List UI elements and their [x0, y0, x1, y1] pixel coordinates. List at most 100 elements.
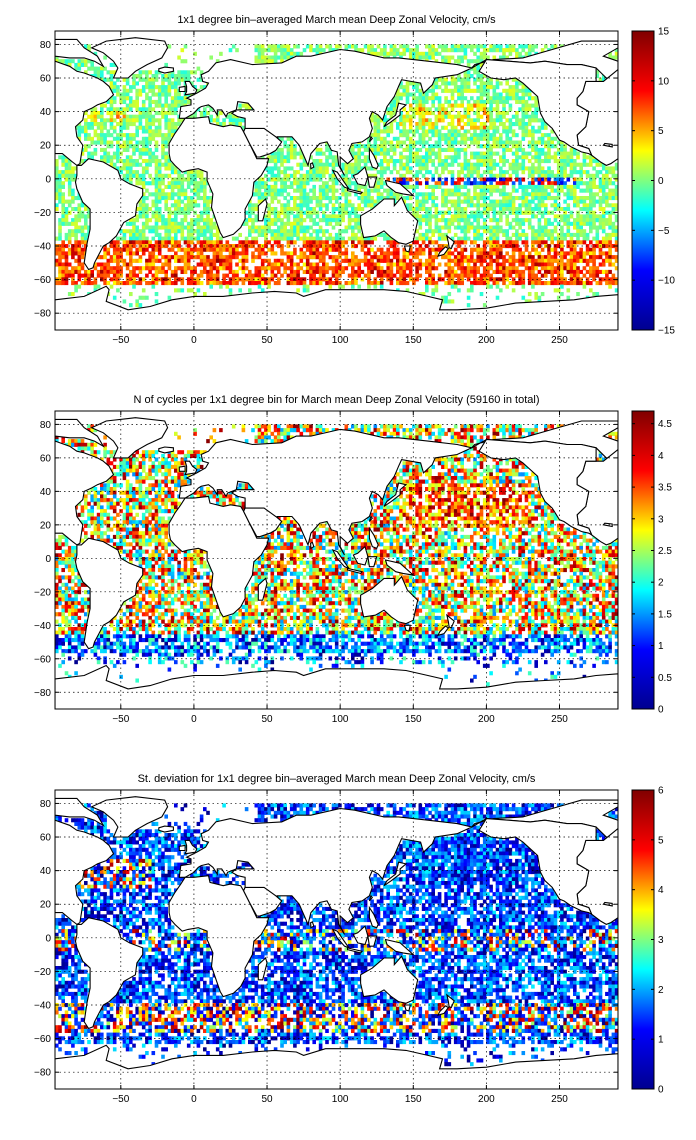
data-cell — [157, 236, 162, 241]
data-cell — [84, 232, 88, 237]
data-cell — [531, 114, 535, 119]
data-cell — [215, 114, 220, 119]
data-cell — [463, 236, 468, 241]
data-cell — [129, 269, 133, 274]
data-cell — [109, 122, 114, 127]
data-cell — [531, 255, 535, 260]
data-cell — [508, 262, 513, 267]
data-cell — [344, 225, 349, 230]
data-cell — [508, 136, 513, 141]
data-cell — [608, 181, 612, 186]
data-cell — [531, 258, 535, 263]
data-cell — [170, 255, 175, 260]
data-cell — [412, 133, 416, 138]
data-cell — [351, 144, 355, 149]
data-cell — [457, 258, 461, 263]
data-cell — [277, 199, 281, 204]
data-cell — [58, 184, 62, 189]
data-cell — [309, 225, 313, 230]
data-cell — [537, 225, 542, 230]
data-cell — [289, 269, 294, 274]
data-cell — [196, 181, 201, 186]
data-cell — [418, 133, 423, 138]
data-cell — [151, 129, 156, 134]
data-cell — [341, 207, 345, 212]
data-cell — [351, 225, 355, 230]
data-cell — [293, 269, 297, 274]
data-cell — [164, 192, 168, 197]
data-cell — [386, 192, 390, 197]
data-cell — [431, 85, 435, 90]
data-cell — [537, 147, 542, 152]
data-cell — [257, 251, 262, 256]
data-cell — [563, 251, 567, 256]
data-cell — [186, 199, 191, 204]
data-cell — [129, 229, 133, 234]
data-cell — [482, 48, 487, 53]
data-cell — [518, 144, 522, 149]
data-cell — [122, 77, 127, 82]
data-cell — [260, 59, 265, 64]
data-cell — [132, 103, 136, 108]
data-cell — [556, 151, 561, 156]
data-cell — [547, 221, 551, 226]
data-cell — [534, 258, 538, 263]
data-cell — [585, 236, 590, 241]
data-cell — [228, 255, 233, 260]
data-cell — [357, 269, 361, 274]
data-cell — [476, 181, 480, 186]
data-cell — [154, 244, 159, 249]
data-cell — [199, 114, 204, 119]
data-cell — [531, 196, 535, 201]
data-cell — [569, 188, 574, 193]
data-cell — [566, 173, 571, 178]
data-cell — [479, 236, 484, 241]
data-cell — [280, 59, 284, 64]
data-cell — [132, 244, 136, 249]
data-cell — [196, 107, 201, 112]
data-cell — [556, 232, 561, 237]
data-cell — [154, 129, 159, 134]
data-cell — [331, 247, 336, 252]
data-cell — [457, 207, 461, 212]
data-cell — [527, 199, 532, 204]
data-cell — [161, 192, 165, 197]
data-cell — [363, 188, 368, 193]
data-cell — [601, 262, 606, 267]
data-cell — [74, 266, 78, 271]
data-cell — [77, 207, 82, 212]
data-cell — [196, 188, 201, 193]
data-cell — [537, 140, 542, 145]
data-cell — [547, 170, 551, 175]
data-cell — [566, 262, 571, 267]
data-cell — [186, 232, 191, 237]
data-cell — [386, 196, 390, 201]
data-cell — [305, 255, 310, 260]
data-cell — [244, 103, 249, 108]
data-cell — [344, 258, 349, 263]
data-cell — [109, 111, 114, 116]
data-cell — [518, 44, 522, 49]
data-cell — [460, 251, 464, 256]
data-cell — [289, 136, 294, 141]
data-cell — [405, 136, 410, 141]
data-cell — [302, 162, 307, 167]
data-cell — [601, 192, 606, 197]
data-cell — [573, 240, 577, 245]
data-cell — [67, 177, 72, 182]
data-cell — [527, 114, 532, 119]
data-cell — [74, 196, 78, 201]
data-cell — [106, 133, 111, 138]
data-cell — [277, 173, 281, 178]
data-cell — [376, 133, 381, 138]
data-cell — [489, 266, 493, 271]
data-cell — [534, 232, 538, 237]
data-cell — [225, 266, 230, 271]
data-cell — [392, 144, 397, 149]
data-cell — [64, 162, 69, 167]
data-cell — [437, 111, 442, 116]
data-cell — [553, 258, 558, 263]
data-cell — [425, 107, 429, 112]
data-cell — [122, 247, 127, 252]
data-cell — [518, 147, 522, 152]
